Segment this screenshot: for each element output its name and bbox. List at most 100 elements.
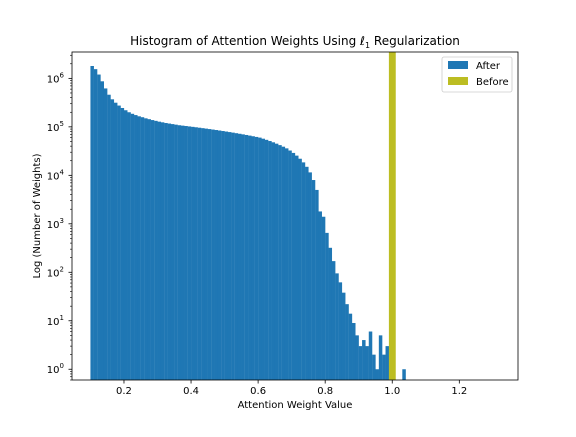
bar-after-4 xyxy=(103,88,108,380)
bar-after-79 xyxy=(355,335,359,380)
chart-title: Histogram of Attention Weights Using ℓ1 … xyxy=(130,34,460,50)
bar-after-13 xyxy=(134,115,138,380)
bar-after-81 xyxy=(362,340,366,380)
bar-after-78 xyxy=(352,322,356,380)
bar-after-62 xyxy=(298,158,302,380)
bar-after-61 xyxy=(295,155,299,380)
bar-after-37 xyxy=(214,130,219,380)
bar-after-55 xyxy=(274,143,279,380)
bar-after-83 xyxy=(368,331,373,380)
bar-after-2 xyxy=(97,74,101,380)
x-axis-label: Attention Weight Value xyxy=(238,400,353,411)
bar-after-18 xyxy=(150,120,155,380)
bar-after-45 xyxy=(241,134,245,380)
bar-after-23 xyxy=(167,123,172,381)
bar-after-77 xyxy=(348,313,353,380)
bar-after-29 xyxy=(187,126,192,380)
bar-after-52 xyxy=(264,139,269,380)
bar-before-0 xyxy=(388,52,396,380)
bar-after-49 xyxy=(254,136,259,380)
bar-after-69 xyxy=(321,216,326,380)
y-tick-label: 101 xyxy=(47,314,64,328)
bar-after-7 xyxy=(113,102,118,380)
bar-after-65 xyxy=(308,172,312,380)
bar-after-3 xyxy=(100,81,104,380)
bar-after-22 xyxy=(164,123,168,381)
bar-after-0 xyxy=(90,66,94,380)
bar-after-58 xyxy=(284,148,289,380)
x-ticks: 0.2 0.4 0.6 0.8 1.0 1.2 xyxy=(116,380,467,397)
bar-after-19 xyxy=(154,120,158,380)
bar-after-21 xyxy=(160,122,165,380)
bar-after-15 xyxy=(140,117,145,380)
x-tick-label: 0.6 xyxy=(250,386,266,397)
bar-after-30 xyxy=(191,126,195,380)
bar-after-60 xyxy=(291,152,296,380)
bar-after-27 xyxy=(180,125,185,380)
bar-after-63 xyxy=(301,162,306,380)
y-ticks: 100 101 102 103 104 105 106 xyxy=(47,54,72,381)
bar-after-16 xyxy=(144,118,148,380)
bar-after-39 xyxy=(221,131,225,380)
legend-label-before: Before xyxy=(476,77,509,88)
axes-frame xyxy=(71,51,519,381)
bar-after-10 xyxy=(123,110,128,380)
bar-after-87 xyxy=(382,354,386,380)
bar-after-14 xyxy=(137,116,141,380)
bar-after-11 xyxy=(127,112,131,380)
bar-after-43 xyxy=(234,133,239,380)
bar-after-57 xyxy=(281,146,286,380)
x-tick-label: 1.0 xyxy=(384,386,400,397)
bar-after-71 xyxy=(328,247,333,380)
bar-after-82 xyxy=(365,346,369,380)
x-tick-label: 0.2 xyxy=(116,386,132,397)
bar-after-54 xyxy=(271,142,276,380)
bar-after-38 xyxy=(217,130,222,380)
bar-after-44 xyxy=(237,133,242,380)
bar-after-42 xyxy=(231,132,235,380)
bar-after-40 xyxy=(224,131,229,380)
bar-after-9 xyxy=(120,107,125,381)
bar-after-64 xyxy=(305,166,309,380)
legend: After Before xyxy=(441,56,513,93)
y-tick-label: 103 xyxy=(47,217,64,231)
y-axis-label: Log (Number of Weights) xyxy=(32,153,43,278)
bar-after-41 xyxy=(227,132,232,380)
bar-after-85 xyxy=(375,369,379,380)
y-tick-label: 104 xyxy=(47,168,65,182)
bar-after-48 xyxy=(251,136,255,380)
bar-after-47 xyxy=(248,135,252,380)
bar-after-28 xyxy=(184,126,188,380)
bar-after-84 xyxy=(372,354,376,380)
legend-swatch-before xyxy=(448,77,468,85)
y-tick-label: 102 xyxy=(47,265,64,279)
y-tick-label: 100 xyxy=(47,362,64,376)
bar-after-67 xyxy=(315,189,319,380)
bar-after-86 xyxy=(378,335,383,380)
x-tick-label: 0.4 xyxy=(183,386,199,397)
bar-after-51 xyxy=(261,138,265,380)
bar-after-68 xyxy=(318,211,322,380)
legend-label-after: After xyxy=(476,61,501,72)
bar-after-26 xyxy=(177,125,182,380)
bar-after-74 xyxy=(338,282,343,380)
bar-after-66 xyxy=(311,180,316,380)
x-tick-label: 0.8 xyxy=(317,386,333,397)
bar-after-20 xyxy=(157,121,162,380)
y-tick-label: 106 xyxy=(47,71,65,85)
bar-after-35 xyxy=(207,129,212,380)
bar-after-34 xyxy=(204,128,208,380)
bar-after-80 xyxy=(358,346,363,380)
bar-after-24 xyxy=(170,124,175,380)
bar-after-5 xyxy=(107,94,111,380)
legend-swatch-after xyxy=(448,61,468,69)
bar-after-46 xyxy=(244,134,249,380)
bar-after-75 xyxy=(341,292,346,380)
bar-after-88 xyxy=(385,346,390,380)
bar-after-1 xyxy=(93,69,98,381)
bar-after-8 xyxy=(117,105,121,380)
bar-after-6 xyxy=(110,99,115,380)
bar-after-70 xyxy=(325,232,329,380)
